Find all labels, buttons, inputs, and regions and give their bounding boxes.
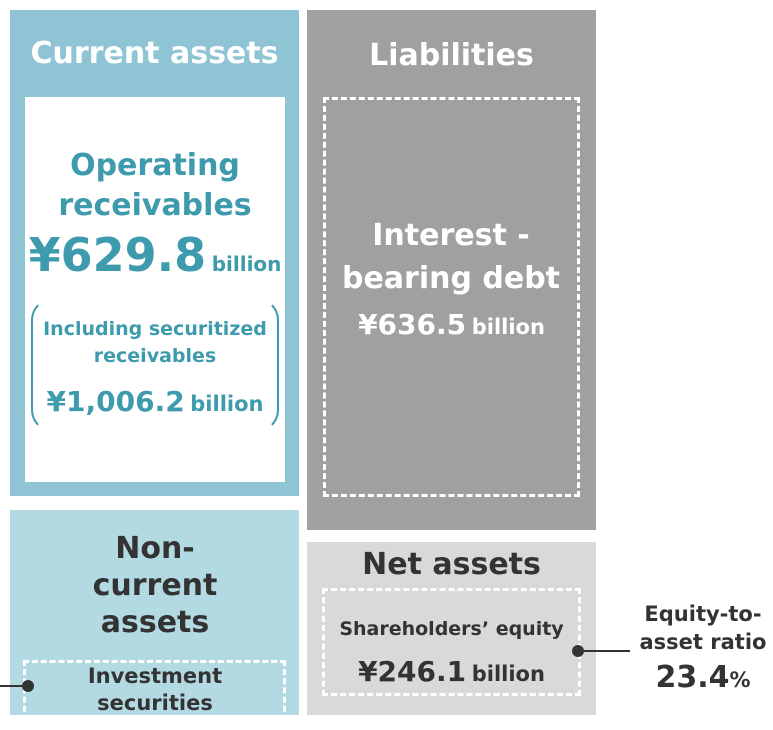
- receivables-unit: billion: [211, 252, 282, 276]
- net-assets-title: Net assets: [362, 547, 541, 582]
- debt-amount-line: ¥636.5 billion: [307, 308, 596, 341]
- securitized-unit: billion: [190, 392, 264, 416]
- connectors: [0, 645, 630, 692]
- equity-unit: billion: [471, 662, 545, 686]
- liabilities-box: [307, 10, 596, 530]
- non-current-box: [10, 510, 299, 715]
- non-current-title: Non-current assets: [92, 531, 218, 640]
- bracket: [31, 298, 279, 432]
- investment-label: Investment securities: [87, 664, 223, 715]
- receivables-label: Operating receivables: [58, 148, 252, 223]
- ratio-unit: %: [729, 668, 751, 692]
- securitized-amount-line: ¥1,006.2 billion: [25, 385, 285, 418]
- equity-amount-line: ¥246.1 billion: [307, 655, 596, 688]
- equity-label: Shareholders’ equity: [339, 618, 564, 640]
- equity-box: [322, 588, 581, 696]
- debt-amount: ¥636.5: [358, 308, 467, 341]
- ratio-value: 23.4: [655, 660, 730, 695]
- securitized-label: Including securitized receivables: [43, 318, 267, 367]
- liabilities-title: Liabilities: [369, 38, 534, 73]
- securitized-amount: ¥1,006.2: [46, 385, 185, 418]
- debt-label: Interest - bearing debt: [341, 218, 561, 296]
- investment-dot: [22, 680, 34, 692]
- debt-box: [323, 97, 580, 497]
- page: Current assets Operating receivables ¥62…: [0, 10, 773, 730]
- net-assets-box: [307, 542, 596, 715]
- current-assets-title: Current assets: [30, 36, 279, 71]
- ratio-label: Equity-to-asset ratio: [639, 602, 767, 654]
- receivables-box: [25, 97, 285, 482]
- receivables-amount-line: ¥629.8 billion: [25, 228, 285, 282]
- debt-unit: billion: [471, 315, 545, 339]
- ratio-dot: [572, 645, 584, 657]
- equity-amount: ¥246.1: [358, 655, 467, 688]
- ratio-value-line: 23.4%: [633, 660, 773, 695]
- receivables-amount: ¥629.8: [28, 228, 207, 282]
